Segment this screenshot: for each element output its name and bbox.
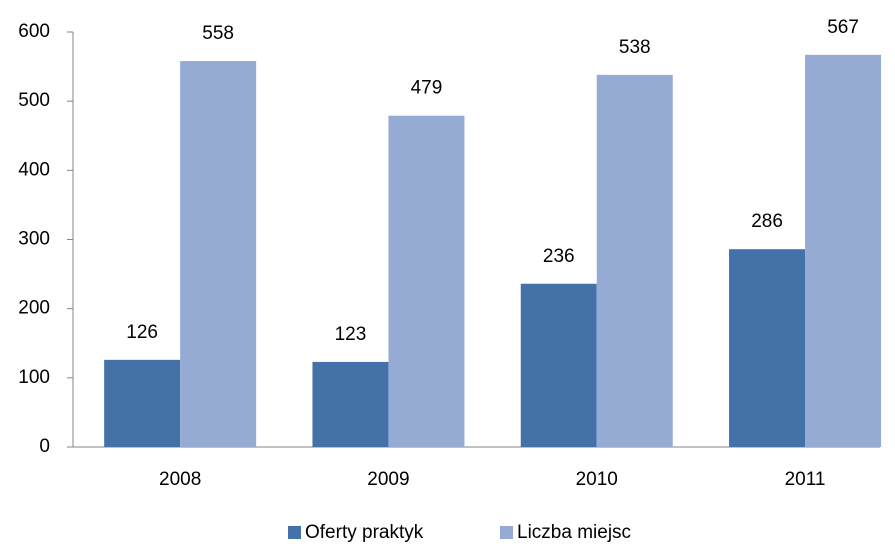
y-tick-label: 100 <box>18 367 50 388</box>
y-tick-label: 600 <box>18 21 50 42</box>
x-tick-label: 2011 <box>785 469 826 490</box>
y-tick-label: 200 <box>18 298 50 319</box>
data-label: 286 <box>751 211 783 232</box>
legend-label: Oferty praktyk <box>305 522 424 543</box>
data-label: 123 <box>335 324 367 345</box>
data-label: 538 <box>619 37 651 58</box>
bar <box>180 61 257 448</box>
bar <box>520 283 597 447</box>
legend-swatch <box>500 526 513 539</box>
x-tick-label: 2009 <box>367 469 409 490</box>
bar <box>596 74 673 447</box>
bar <box>388 115 465 448</box>
y-tick-label: 0 <box>39 436 50 457</box>
y-tick-label: 400 <box>18 159 50 180</box>
data-label: 567 <box>827 17 859 38</box>
x-tick-label: 2010 <box>576 469 618 490</box>
legend-swatch <box>288 526 301 539</box>
data-label: 479 <box>411 78 443 99</box>
bar <box>312 361 389 447</box>
bar <box>729 249 806 447</box>
y-tick-label: 500 <box>18 90 50 111</box>
x-tick-label: 2008 <box>159 469 201 490</box>
bar <box>805 54 882 447</box>
legend-label: Liczba miejsc <box>517 522 631 543</box>
bar <box>104 359 181 447</box>
data-label: 558 <box>202 23 234 44</box>
data-label: 236 <box>543 246 575 267</box>
y-tick-label: 300 <box>18 229 50 250</box>
data-label: 126 <box>126 322 158 343</box>
